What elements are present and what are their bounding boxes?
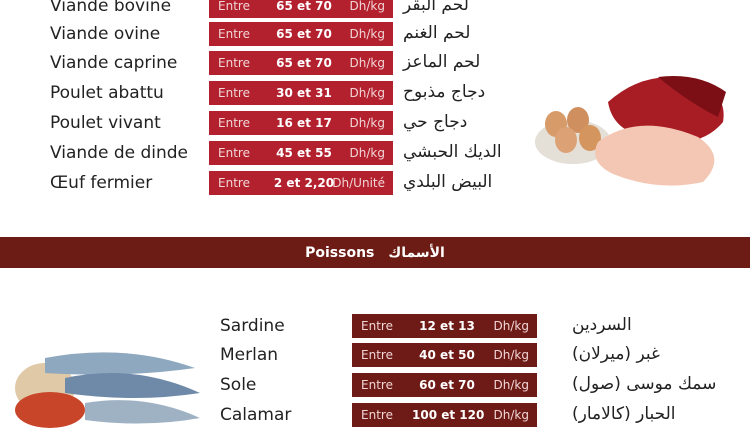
price-range: 45 et 55 <box>276 146 332 160</box>
price-from: Entre <box>218 116 250 130</box>
price-range: 40 et 50 <box>419 348 475 362</box>
price-box: Entre 40 et 50 Dh/kg <box>352 343 537 367</box>
product-name-ar: دجاج حي <box>403 112 468 132</box>
price-box: Entre 16 et 17 Dh/kg <box>209 111 393 135</box>
price-from: Entre <box>361 408 393 422</box>
product-name-fr: Merlan <box>220 345 279 365</box>
price-unit: Dh/kg <box>349 116 385 130</box>
product-name-ar: دجاج مذبوح <box>403 82 486 102</box>
price-box: Entre 65 et 70 Dh/kg <box>209 0 393 18</box>
product-name-fr: Sardine <box>220 316 285 336</box>
section-banner-poissons: Poissons الأسماك <box>0 237 750 268</box>
price-range: 65 et 70 <box>276 27 332 41</box>
product-name-ar: غبر (ميرلان) <box>572 344 660 364</box>
price-unit: Dh/kg <box>349 0 385 13</box>
product-name-fr: Viande caprine <box>50 53 178 73</box>
product-name-fr: Sole <box>220 375 257 395</box>
product-name-ar: لحم الغنم <box>403 23 471 43</box>
price-from: Entre <box>218 86 250 100</box>
product-name-ar: الديك الحبشي <box>403 142 502 162</box>
price-box: Entre 30 et 31 Dh/kg <box>209 81 393 105</box>
price-box: Entre 2 et 2,20 Dh/Unité <box>209 171 393 195</box>
price-unit: Dh/kg <box>493 378 529 392</box>
price-unit: Dh/kg <box>349 27 385 41</box>
banner-ar: الأسماك <box>388 244 445 261</box>
product-name-fr: Viande ovine <box>50 24 161 44</box>
price-box: Entre 60 et 70 Dh/kg <box>352 373 537 397</box>
product-name-ar: لحم البقر <box>403 0 469 15</box>
price-box: Entre 100 et 120 Dh/kg <box>352 403 537 427</box>
product-name-fr: Calamar <box>220 405 292 425</box>
product-name-ar: لحم الماعز <box>403 52 481 72</box>
price-unit: Dh/Unité <box>332 176 385 190</box>
product-name-fr: Poulet abattu <box>50 83 164 103</box>
price-from: Entre <box>218 0 250 13</box>
price-range: 2 et 2,20 <box>273 176 335 190</box>
product-name-fr: Œuf fermier <box>50 173 153 193</box>
price-unit: Dh/kg <box>349 146 385 160</box>
product-name-ar: السردين <box>572 315 632 335</box>
price-from: Entre <box>361 378 393 392</box>
price-range: 30 et 31 <box>276 86 332 100</box>
price-from: Entre <box>218 176 250 190</box>
price-unit: Dh/kg <box>349 86 385 100</box>
product-name-ar: الحبار (كالامار) <box>572 404 676 424</box>
price-range: 65 et 70 <box>276 0 332 13</box>
price-box: Entre 65 et 70 Dh/kg <box>209 22 393 46</box>
fish-seafood-image <box>15 352 200 428</box>
price-box: Entre 65 et 70 Dh/kg <box>209 51 393 75</box>
price-from: Entre <box>218 56 250 70</box>
price-from: Entre <box>218 146 250 160</box>
product-name-ar: البيض البلدي <box>403 172 493 192</box>
product-name-ar: سمك موسى (صول) <box>572 374 717 394</box>
price-range: 12 et 13 <box>419 319 475 333</box>
product-name-fr: Viande bovine <box>50 0 172 16</box>
price-unit: Dh/kg <box>493 319 529 333</box>
price-box: Entre 12 et 13 Dh/kg <box>352 314 537 338</box>
price-from: Entre <box>361 319 393 333</box>
meat-eggs-image <box>535 76 726 186</box>
price-from: Entre <box>361 348 393 362</box>
price-range: 65 et 70 <box>276 56 332 70</box>
price-unit: Dh/kg <box>493 408 529 422</box>
price-box: Entre 45 et 55 Dh/kg <box>209 141 393 165</box>
price-from: Entre <box>218 27 250 41</box>
price-range: 16 et 17 <box>276 116 332 130</box>
price-range: 100 et 120 <box>412 408 485 422</box>
price-unit: Dh/kg <box>493 348 529 362</box>
price-unit: Dh/kg <box>349 56 385 70</box>
product-name-fr: Poulet vivant <box>50 113 161 133</box>
banner-fr: Poissons <box>305 244 375 261</box>
product-name-fr: Viande de dinde <box>50 143 189 163</box>
price-range: 60 et 70 <box>419 378 475 392</box>
